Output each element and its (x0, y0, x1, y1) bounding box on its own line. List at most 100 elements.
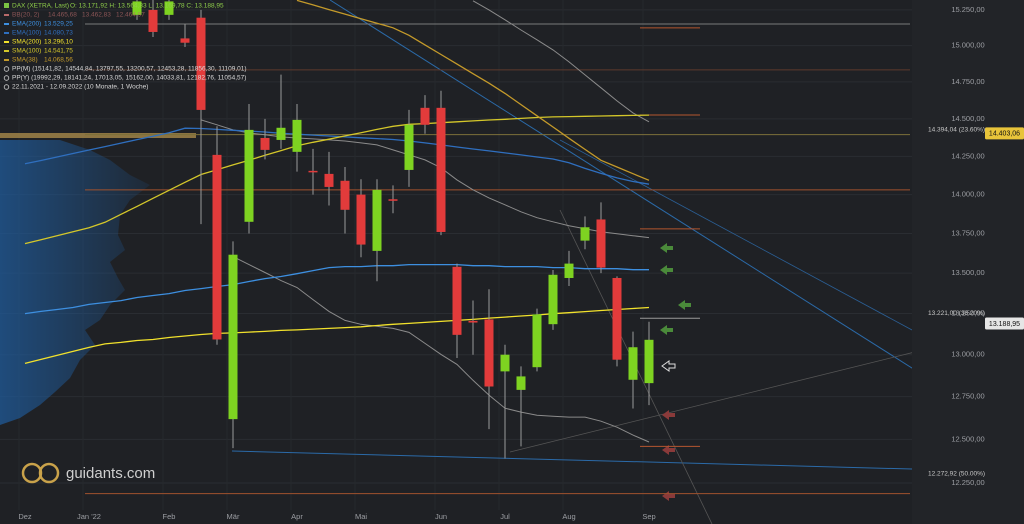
legend-value: 13.296,10 (44, 39, 73, 46)
chart-title: DAX (XETRA, Last) (12, 3, 69, 10)
candle-body (468, 320, 478, 323)
price-badge-label: 14.403,06 (989, 131, 1020, 138)
x-tick-label: Jan '22 (77, 512, 101, 521)
y-tick-label: 14.500,00 (951, 114, 984, 123)
legend-name: SMA(200) (12, 39, 41, 46)
indicator-line (24, 263, 649, 315)
legend-icon (4, 3, 9, 8)
y-tick-label: 13.500,00 (951, 268, 984, 277)
band-line (200, 119, 650, 239)
legend-value: 14.465,68 (48, 12, 77, 19)
candle-body (260, 137, 270, 150)
candle-body (404, 124, 414, 170)
y-tick-label: 14.250,00 (951, 151, 984, 160)
candle-body (436, 107, 446, 232)
legend-swatch (4, 14, 9, 16)
overlay-layer: 15.250,00 15.000,00 14.750,00 14.500,00 14.2… (3, 3, 1024, 521)
arrow (662, 410, 675, 420)
arrow (662, 445, 675, 455)
arrow (661, 360, 676, 372)
y-tick-label: 14.750,00 (951, 77, 984, 86)
legend-name: EMA(200) (12, 21, 41, 28)
legend-swatch (4, 41, 9, 43)
candle-body (212, 154, 222, 340)
level-label: 13.221,00 (38.20%) (928, 310, 985, 317)
price-badge (985, 317, 1024, 330)
candle-body (196, 17, 206, 110)
y-tick-label: 13.750,00 (951, 229, 984, 238)
candle-body (308, 170, 318, 173)
arrow (678, 300, 691, 310)
candle-body (500, 354, 510, 372)
candle-body (484, 319, 494, 387)
arrow (660, 325, 673, 335)
ohlc-label: O: 13.171,92 H: 13.564,83 L: 13.169,78 C… (70, 3, 224, 10)
candle-body (548, 274, 558, 325)
volume-profile (0, 140, 150, 425)
legend-swatch (4, 59, 9, 61)
price-axis-area (912, 0, 1024, 524)
band-line (472, 0, 650, 123)
level-label: 14.394,04 (23.60%) (928, 126, 985, 133)
candle-body (420, 107, 430, 125)
note-icon (3, 75, 10, 81)
candle-body (452, 266, 462, 335)
x-tick-label: Jun (435, 512, 447, 521)
arrow (660, 265, 673, 275)
arrow (662, 491, 675, 501)
indicator-line (24, 114, 650, 245)
x-tick-label: Jul (500, 512, 510, 521)
candle-body (148, 9, 158, 32)
trendline (559, 139, 912, 331)
candle-body (516, 376, 526, 390)
y-tick-label: 15.000,00 (951, 41, 984, 50)
signal-arrows (660, 243, 691, 501)
candle-body (580, 227, 590, 241)
y-tick-label: 12.250,00 (951, 478, 984, 487)
indicator-line (296, 0, 650, 181)
x-tick-label: Aug (562, 512, 575, 521)
candle-body (372, 189, 382, 251)
note: PP(Y) (19992,29, 18141,24, 17013,05, 151… (12, 75, 246, 82)
legend-value: 14.080,73 (44, 30, 73, 37)
candle-body (292, 119, 302, 152)
candle-body (388, 199, 398, 201)
x-tick-label: Dez (18, 512, 32, 521)
y-tick-label: 12.750,00 (951, 392, 984, 401)
x-tick-label: Sep (642, 512, 655, 521)
indicator-line (24, 127, 650, 185)
candle-body (644, 339, 654, 384)
x-tick-label: Feb (163, 512, 176, 521)
price-badge (985, 127, 1024, 140)
y-tick-label: 12.500,00 (951, 434, 984, 443)
note: 22.11.2021 - 12.09.2022 (10 Monate, 1 Wo… (12, 84, 148, 91)
legend-value: 13.462,83 (82, 12, 111, 19)
candle-body (628, 347, 638, 380)
x-tick-label: Apr (291, 512, 303, 521)
candle-body (612, 277, 622, 360)
trendline (509, 352, 912, 453)
volume-poc (0, 133, 196, 138)
note-icon (3, 84, 10, 90)
logo: guidants.com (21, 462, 155, 484)
price-badge-label: 13.188,95 (989, 321, 1020, 328)
candle-body (596, 219, 606, 268)
candle-body (356, 194, 366, 245)
brand: guidants.com (66, 465, 155, 482)
legend-value: 14.541,75 (44, 48, 73, 55)
y-tick-label: 13.000,00 (951, 350, 984, 359)
candle-body (532, 314, 542, 368)
level-label: 12.272,92 (50.00%) (928, 471, 985, 478)
trendline (329, 0, 912, 369)
candle-body (132, 1, 142, 15)
legend-name: SMA(38) (12, 57, 38, 64)
trendline (231, 450, 912, 470)
y-tick-label: 13.250,00 (951, 309, 984, 318)
data-layer (24, 0, 910, 495)
legend-swatch (4, 32, 9, 34)
note: PP(M) (15141,82, 14544,84, 13797,55, 132… (12, 66, 247, 73)
x-tick-label: Mär (227, 512, 240, 521)
